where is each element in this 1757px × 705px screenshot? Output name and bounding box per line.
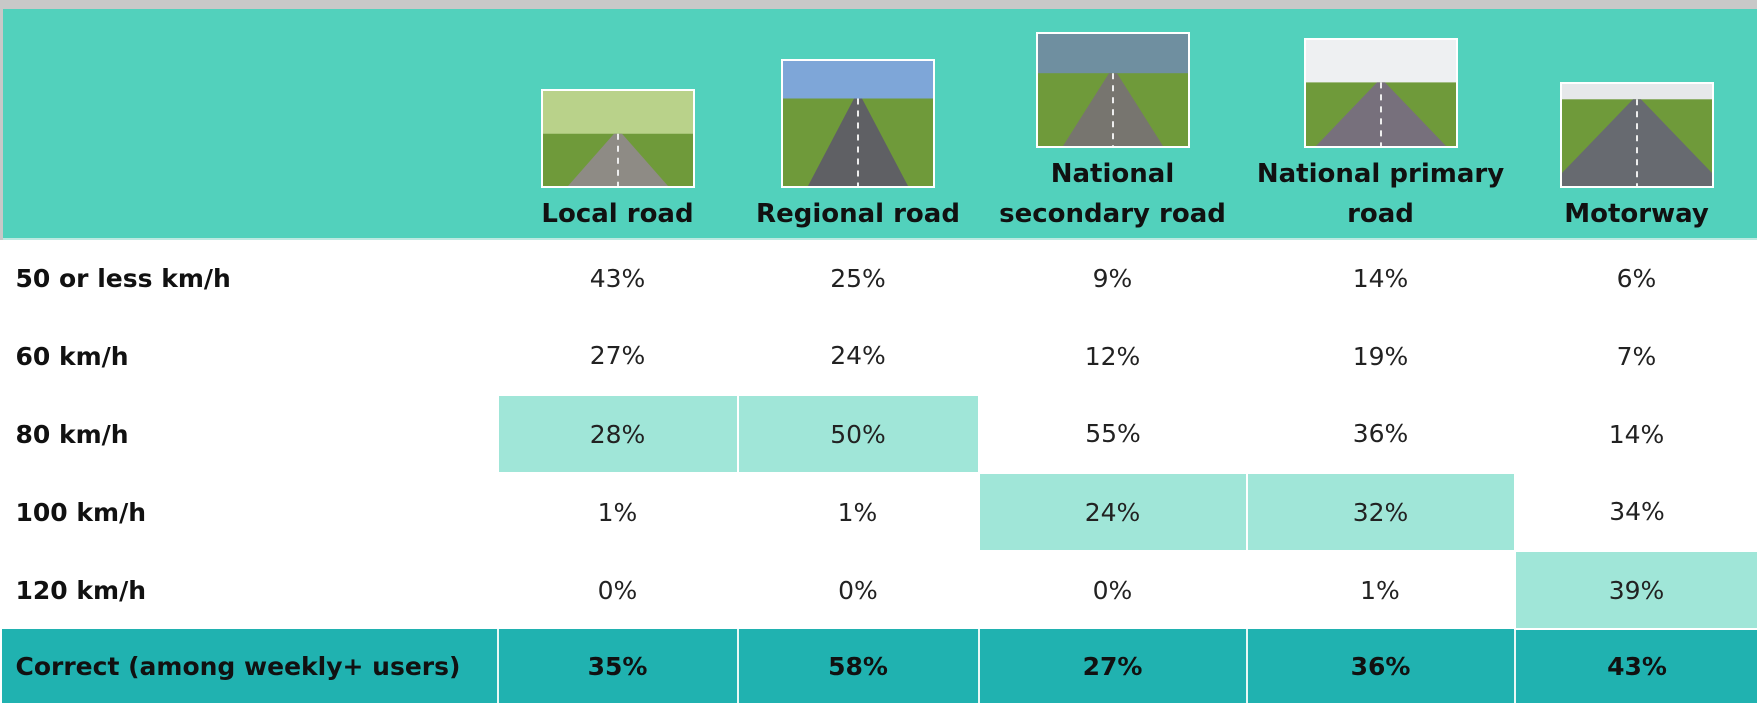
column-header: Local road [498, 9, 738, 239]
row-label: 120 km/h [2, 551, 498, 629]
data-cell: 39% [1515, 551, 1757, 629]
data-cell: 24% [979, 473, 1247, 551]
data-cell: 25% [738, 239, 979, 317]
data-cell: 9% [979, 239, 1247, 317]
road-photo [1304, 38, 1458, 148]
data-cell: 19% [1247, 317, 1515, 395]
road-photo [541, 89, 695, 188]
column-label: Motorway [1515, 194, 1757, 234]
column-label: Local road [498, 194, 738, 234]
data-cell: 6% [1515, 239, 1757, 317]
table-container: Local road Regional road National second… [0, 0, 1757, 705]
column-header: Motorway [1515, 9, 1757, 239]
column-header: Regional road [738, 9, 979, 239]
row-label: 100 km/h [2, 473, 498, 551]
data-cell: 14% [1247, 239, 1515, 317]
data-cell: 34% [1515, 473, 1757, 551]
data-cell: 24% [738, 317, 979, 395]
road-photo [1560, 82, 1714, 188]
footer-cell: 27% [979, 629, 1247, 703]
data-cell: 12% [979, 317, 1247, 395]
speed-table: Local road Regional road National second… [0, 9, 1757, 703]
data-cell: 0% [979, 551, 1247, 629]
footer-label: Correct (among weekly+ users) [2, 629, 498, 703]
data-cell: 0% [498, 551, 738, 629]
data-cell: 1% [738, 473, 979, 551]
column-header: National primary road [1247, 9, 1515, 239]
footer-cell: 43% [1515, 629, 1757, 703]
column-label: National primary road [1247, 154, 1515, 234]
data-cell: 27% [498, 317, 738, 395]
corner-cell [2, 9, 498, 239]
row-label: 50 or less km/h [2, 239, 498, 317]
row-label: 80 km/h [2, 395, 498, 473]
data-cell: 55% [979, 395, 1247, 473]
data-cell: 7% [1515, 317, 1757, 395]
footer-row: Correct (among weekly+ users)35%58%27%36… [2, 629, 1757, 703]
column-label: National secondary road [979, 154, 1247, 234]
road-photo [1036, 32, 1190, 148]
data-cell: 1% [1247, 551, 1515, 629]
data-cell: 14% [1515, 395, 1757, 473]
data-cell: 43% [498, 239, 738, 317]
footer-cell: 36% [1247, 629, 1515, 703]
footer-cell: 58% [738, 629, 979, 703]
data-cell: 50% [738, 395, 979, 473]
footer-cell: 35% [498, 629, 738, 703]
row-label: 60 km/h [2, 317, 498, 395]
road-photo [781, 59, 935, 188]
data-cell: 28% [498, 395, 738, 473]
column-label: Regional road [738, 194, 979, 234]
column-header: National secondary road [979, 9, 1247, 239]
data-cell: 0% [738, 551, 979, 629]
data-cell: 32% [1247, 473, 1515, 551]
data-cell: 36% [1247, 395, 1515, 473]
header-row: Local road Regional road National second… [2, 9, 1757, 239]
data-cell: 1% [498, 473, 738, 551]
